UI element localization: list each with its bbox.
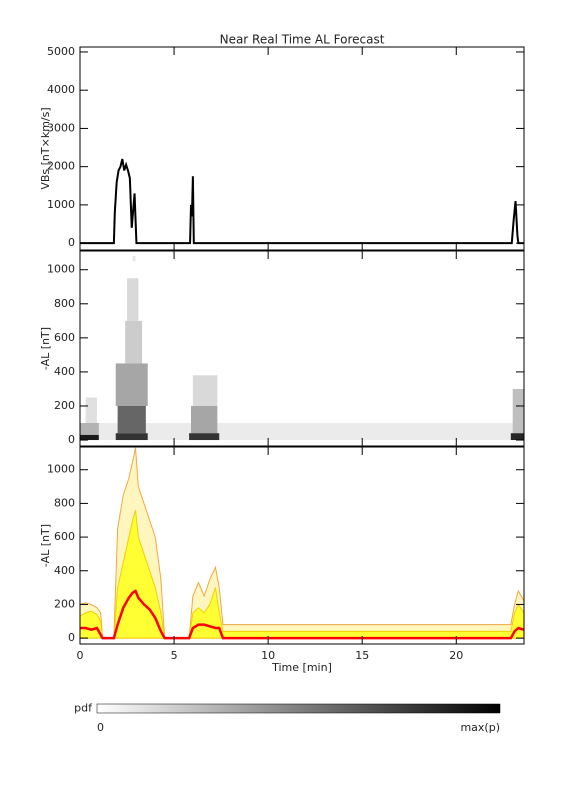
y-tick-label: 0 <box>68 433 75 446</box>
colorbar-tick-label: 0 <box>97 721 104 734</box>
pdf-cell <box>189 433 220 441</box>
pdf-cell <box>512 388 524 434</box>
pdf-cell <box>115 433 148 441</box>
y-tick-label: 800 <box>54 496 75 509</box>
y-tick-label: 1000 <box>47 198 75 211</box>
y-tick-label: 400 <box>54 564 75 577</box>
y-tick-label: 3000 <box>47 121 75 134</box>
y-tick-label: 600 <box>54 331 75 344</box>
pdf-cell <box>510 433 524 441</box>
pdf-cell <box>191 405 218 434</box>
pdf-cell <box>85 397 97 424</box>
colorbar-tick-label: max(p) <box>460 721 500 734</box>
pdf-cell <box>80 434 99 441</box>
x-tick-label: 5 <box>171 649 178 662</box>
plot-frame <box>79 446 525 645</box>
colorbar-label: pdf <box>74 702 93 715</box>
x-tick-label: 20 <box>449 649 463 662</box>
y-tick-label: 2000 <box>47 160 75 173</box>
y-axis-label: -AL [nT] <box>39 524 52 567</box>
x-tick-label: 0 <box>77 649 84 662</box>
pdf-cell <box>117 405 146 434</box>
x-axis-label: Time [min] <box>271 661 332 674</box>
data-line <box>80 158 524 245</box>
y-tick-label: 5000 <box>47 45 75 58</box>
plot-frame <box>79 250 525 447</box>
y-tick-label: 400 <box>54 365 75 378</box>
y-tick-label: 600 <box>54 530 75 543</box>
plot-frame <box>79 46 525 251</box>
pdf-cell <box>192 375 218 406</box>
y-axis-label: VBs [nT×km/s] <box>39 107 52 189</box>
median-line <box>80 589 525 640</box>
y-axis-label: -AL [nT] <box>39 327 52 370</box>
y-tick-label: 0 <box>68 236 75 249</box>
chart-title: Near Real Time AL Forecast <box>220 33 385 47</box>
y-tick-label: 4000 <box>47 83 75 96</box>
pdf-cell <box>125 320 143 364</box>
y-tick-label: 800 <box>54 297 75 310</box>
x-tick-label: 10 <box>261 649 275 662</box>
pdf-cell <box>132 256 136 262</box>
pdf-cell <box>127 278 139 321</box>
band-area <box>79 510 525 639</box>
y-tick-label: 0 <box>68 631 75 644</box>
y-tick-label: 1000 <box>47 463 75 476</box>
x-tick-label: 15 <box>355 649 369 662</box>
colorbar <box>96 703 501 714</box>
y-tick-label: 1000 <box>47 263 75 276</box>
y-tick-label: 200 <box>54 399 75 412</box>
pdf-cell <box>80 423 99 435</box>
pdf-cell <box>115 363 148 406</box>
y-tick-label: 200 <box>54 597 75 610</box>
